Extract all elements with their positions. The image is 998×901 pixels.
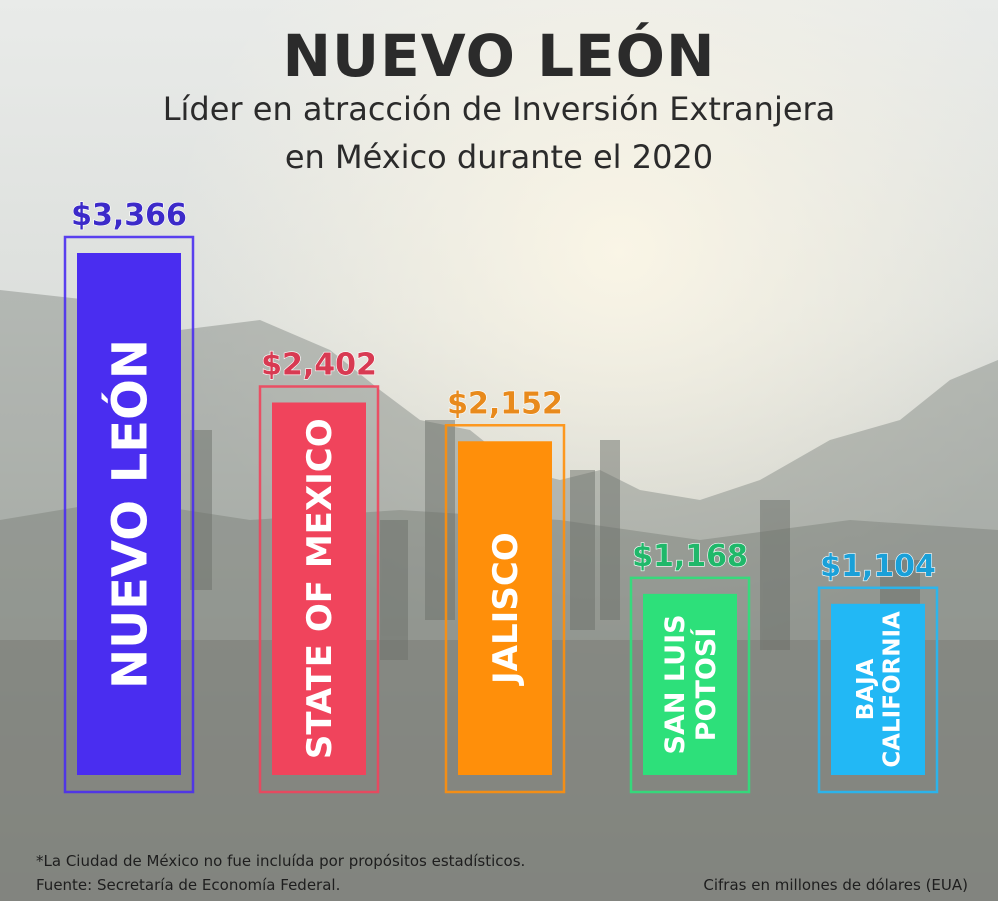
bar-outline [629, 576, 751, 794]
bar-group: $3,366 NUEVO LEÓN [63, 197, 195, 794]
bar-category-label: BAJA [853, 658, 879, 720]
bar-outline [258, 385, 380, 794]
bar-group: $1,104 BAJA CALIFORNIA [817, 548, 939, 794]
bar-outline [63, 235, 195, 794]
bar-outline [817, 586, 939, 794]
bar-value-label: $3,366 [71, 198, 187, 233]
bar [831, 603, 925, 775]
buildings [190, 420, 920, 680]
bar-category-label: NUEVO LEÓN [101, 339, 158, 689]
bar-value-label: $2,402 [261, 347, 377, 382]
bar-value-label: $1,168 [632, 539, 748, 574]
subtitle-line-1: Líder en atracción de Inversión Extranje… [162, 90, 836, 128]
bar-category-label: POTOSÍ [690, 628, 722, 742]
footnote-source: Fuente: Secretaría de Economía Federal. [36, 876, 341, 894]
bar-category-label: STATE OF MEXICO [300, 418, 340, 759]
units-label: Cifras en millones de dólares (EUA) [703, 876, 968, 894]
bar [77, 253, 181, 775]
bar [643, 593, 737, 775]
bar-group: $2,152 JALISCO [444, 386, 566, 794]
bar-category-label: JALISCO [486, 532, 526, 686]
bar-group: $1,168 SAN LUIS POTOSÍ [629, 538, 751, 794]
bar-value-label: $1,104 [820, 549, 936, 584]
bar-category-label: CALIFORNIA [880, 611, 906, 768]
bar-value-label: $2,152 [447, 386, 563, 421]
bar [458, 441, 552, 775]
subtitle-line-2: en México durante el 2020 [284, 138, 714, 176]
footnote-note: *La Ciudad de México no fue incluída por… [36, 852, 526, 870]
page-title: NUEVO LEÓN [282, 22, 716, 90]
bar [272, 402, 366, 775]
bar-group: $2,402 STATE OF MEXICO [258, 347, 380, 794]
bar-outline [444, 424, 566, 794]
bar-category-label: SAN LUIS [660, 614, 691, 754]
